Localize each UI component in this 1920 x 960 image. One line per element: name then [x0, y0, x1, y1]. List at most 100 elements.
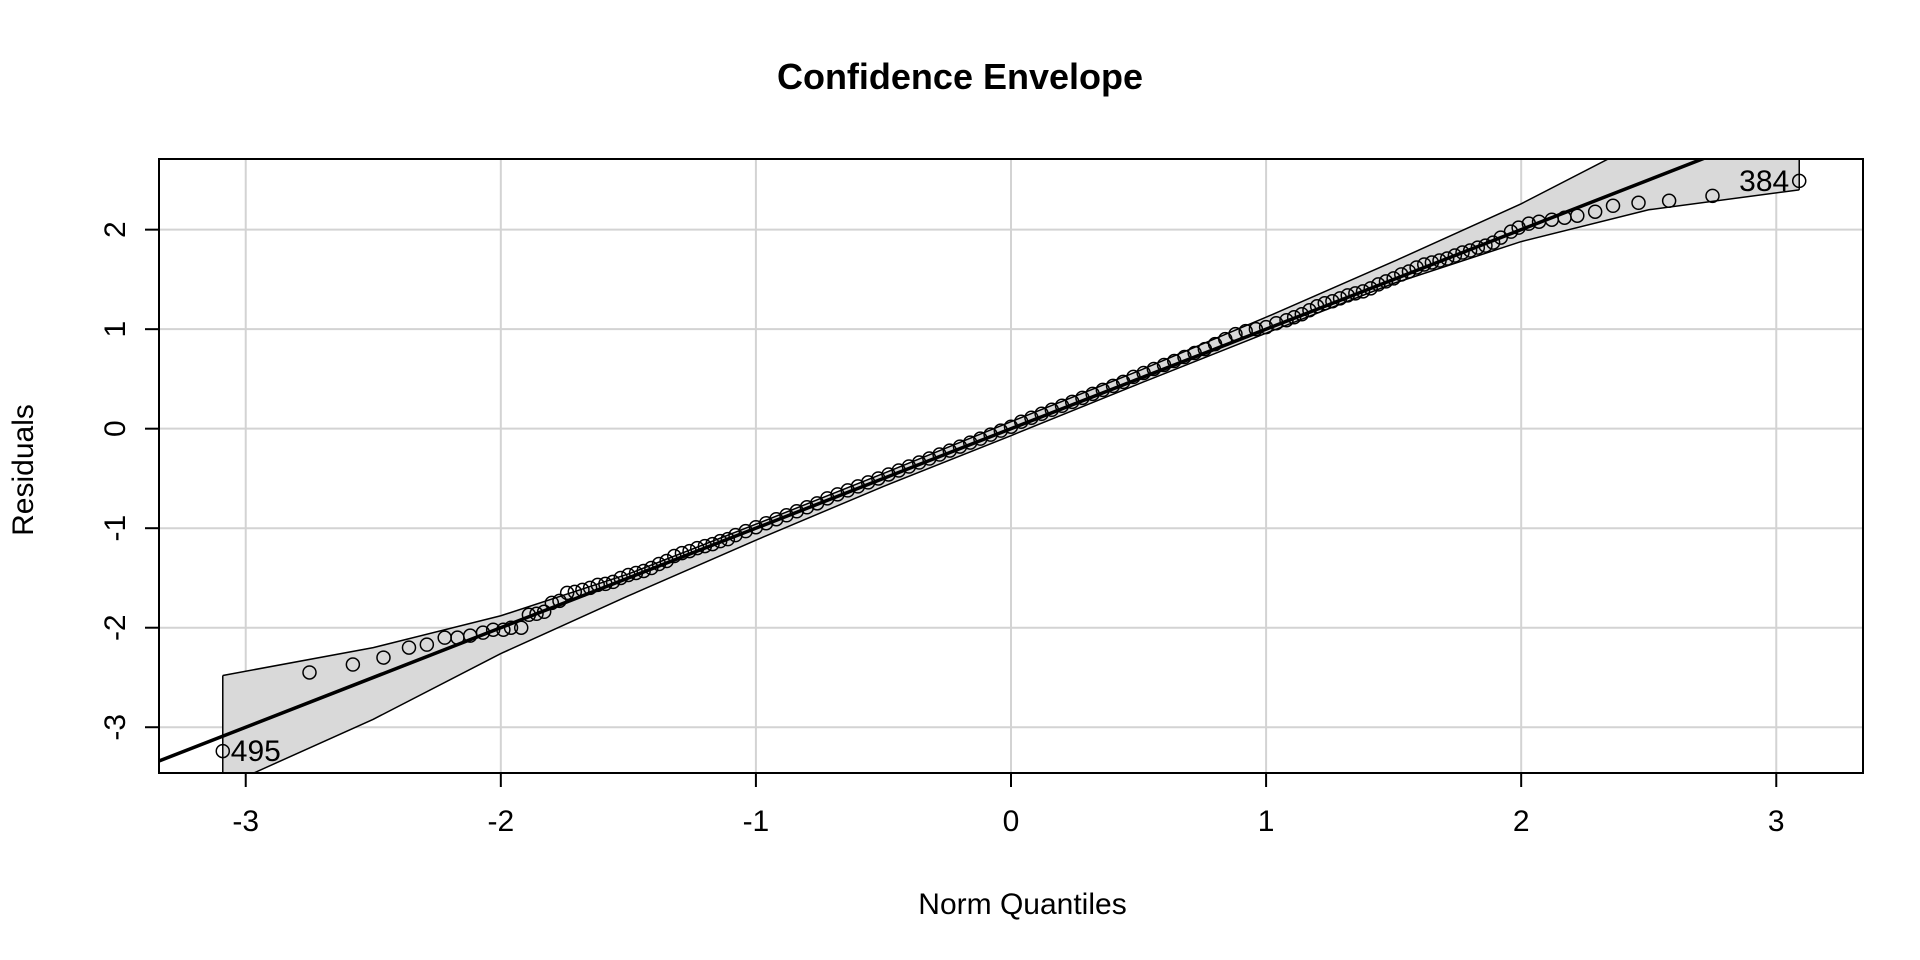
data-point — [1024, 410, 1039, 425]
data-point — [590, 577, 606, 593]
point-label: 384 — [1739, 165, 1789, 198]
data-point — [881, 467, 896, 482]
data-point — [598, 576, 613, 592]
x-axis-label: Norm Quantiles — [918, 888, 1127, 921]
data-point — [1054, 398, 1070, 414]
data-point — [475, 625, 491, 640]
data-point — [1439, 251, 1455, 266]
data-point — [1269, 315, 1284, 331]
data-point — [820, 491, 835, 506]
x-tick-label: 1 — [1258, 805, 1275, 838]
data-point — [503, 620, 519, 635]
data-point — [1105, 378, 1121, 394]
data-point — [1378, 274, 1394, 289]
data-point — [932, 447, 947, 462]
data-point — [1587, 204, 1603, 219]
data-point — [860, 475, 876, 490]
data-point — [1416, 257, 1432, 272]
data-point — [636, 563, 651, 579]
data-point — [758, 515, 774, 531]
data-point — [419, 637, 435, 652]
data-point — [1394, 267, 1409, 282]
data-point — [1605, 198, 1621, 214]
data-point — [748, 519, 764, 535]
data-point — [1340, 288, 1355, 303]
data-point — [529, 606, 544, 622]
data-point — [983, 427, 998, 442]
data-point — [376, 650, 391, 665]
data-point — [1126, 369, 1141, 385]
data-point — [962, 435, 978, 450]
data-point — [1521, 216, 1537, 231]
data-point — [1309, 299, 1325, 314]
data-point — [1013, 414, 1029, 429]
data-point — [605, 574, 621, 590]
plot-area: 384 495 — [159, 159, 1863, 773]
data-point — [1447, 248, 1463, 263]
data-point — [720, 531, 736, 547]
data-point — [1455, 245, 1470, 260]
data-point — [215, 743, 231, 759]
data-point — [345, 657, 361, 672]
data-point — [1177, 349, 1192, 365]
data-point — [1317, 296, 1333, 311]
data-point — [1355, 284, 1371, 299]
envelope-lower-line — [251, 189, 1800, 773]
data-point — [728, 527, 743, 543]
data-point — [779, 508, 794, 523]
data-point — [682, 543, 697, 559]
data-point — [1485, 235, 1501, 250]
data-point — [513, 620, 529, 635]
data-point — [689, 540, 705, 556]
data-point — [697, 538, 713, 554]
data-point — [769, 511, 784, 527]
data-point — [1085, 386, 1100, 402]
data-point — [973, 431, 988, 446]
chart-title: Confidence Envelope — [776, 56, 1144, 97]
data-point — [1363, 281, 1378, 296]
data-point — [659, 553, 674, 569]
data-point — [575, 582, 590, 598]
data-point — [621, 567, 636, 583]
data-point — [613, 570, 628, 586]
data-point — [789, 504, 804, 519]
data-point — [1156, 357, 1172, 373]
data-point — [1064, 394, 1080, 410]
data-point — [1424, 255, 1440, 270]
data-point — [485, 622, 501, 637]
data-point — [1325, 294, 1340, 309]
data-point — [1348, 286, 1363, 301]
data-point — [1462, 243, 1478, 258]
data-point — [1302, 303, 1317, 318]
reference-line — [159, 159, 1708, 763]
data-point — [1167, 353, 1182, 369]
data-point — [1044, 402, 1060, 418]
data-point — [1294, 306, 1310, 322]
y-tick-label: -1 — [99, 515, 132, 542]
data-point — [712, 533, 728, 549]
data-point — [901, 459, 917, 474]
x-tick-label: 3 — [1768, 805, 1785, 838]
data-point — [942, 443, 958, 458]
data-point — [1503, 224, 1519, 239]
x-tick-label: 2 — [1513, 805, 1530, 838]
data-point — [1570, 208, 1585, 223]
y-tick-label: 2 — [99, 221, 132, 238]
data-point — [302, 665, 317, 680]
data-point — [1146, 361, 1162, 377]
data-point — [1248, 321, 1264, 337]
data-point — [1228, 326, 1243, 342]
data-point — [799, 500, 815, 515]
data-point — [1371, 277, 1386, 292]
y-tick-label: -3 — [99, 714, 132, 741]
y-tick-label: 0 — [99, 420, 132, 437]
data-point — [830, 487, 845, 502]
data-point — [401, 640, 417, 655]
data-point — [840, 483, 855, 498]
confidence-envelope — [222, 159, 1800, 773]
data-point — [1332, 291, 1348, 306]
data-point — [1432, 253, 1447, 268]
point-label: 495 — [231, 735, 281, 768]
data-point — [559, 585, 575, 601]
data-point — [582, 580, 598, 596]
